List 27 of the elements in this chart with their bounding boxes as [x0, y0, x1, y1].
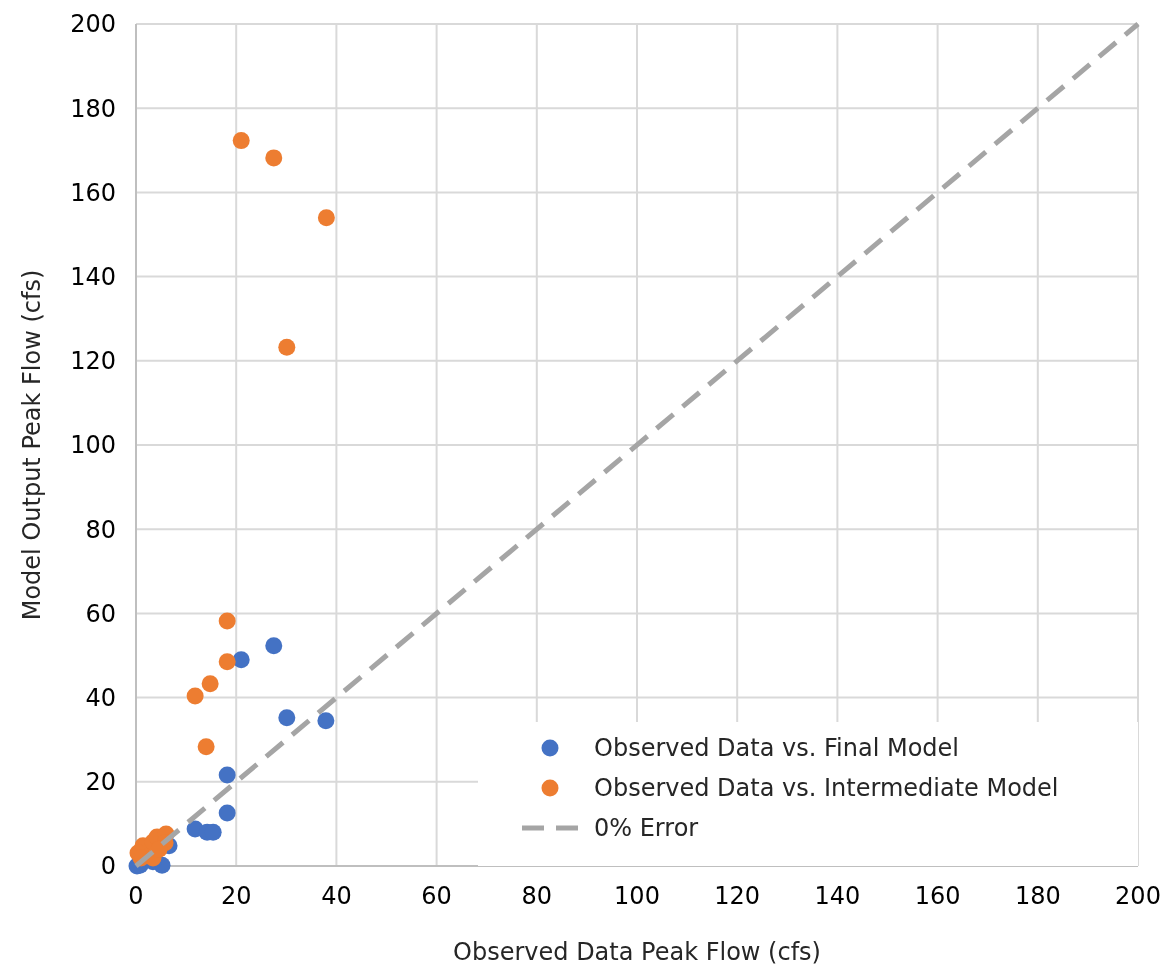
x-tick-label: 0	[128, 882, 144, 910]
y-tick-label: 140	[70, 263, 116, 291]
y-tick-label: 120	[70, 347, 116, 376]
x-axis-title: Observed Data Peak Flow (cfs)	[453, 938, 821, 966]
x-tick-label: 180	[1014, 882, 1061, 910]
x-tick-label: 40	[321, 882, 352, 910]
y-tick-label: 100	[70, 431, 116, 460]
x-tick-label: 200	[1115, 882, 1161, 910]
y-tick-label: 80	[85, 515, 116, 544]
legend-label: Observed Data vs. Intermediate Model	[594, 774, 1059, 803]
x-tick-label: 80	[521, 882, 553, 910]
legend-label: 0% Error	[594, 814, 699, 843]
y-tick-label: 200	[70, 10, 116, 39]
x-tick-label: 100	[614, 882, 660, 910]
legend-label: Observed Data vs. Final Model	[594, 734, 959, 763]
x-tick-label: 120	[714, 882, 761, 910]
y-axis-title: Model Output Peak Flow (cfs)	[18, 269, 46, 621]
y-tick-label: 160	[70, 178, 116, 207]
x-tick-label: 60	[421, 882, 452, 910]
y-tick-label: 180	[70, 94, 116, 123]
x-tick-label: 140	[814, 882, 861, 910]
y-tick-label: 20	[85, 768, 116, 797]
x-tick-label: 20	[220, 882, 252, 910]
x-tick-label: 160	[914, 882, 961, 910]
y-tick-label: 60	[85, 599, 116, 628]
y-tick-label: 0	[100, 852, 116, 881]
y-tick-label: 40	[85, 684, 116, 712]
